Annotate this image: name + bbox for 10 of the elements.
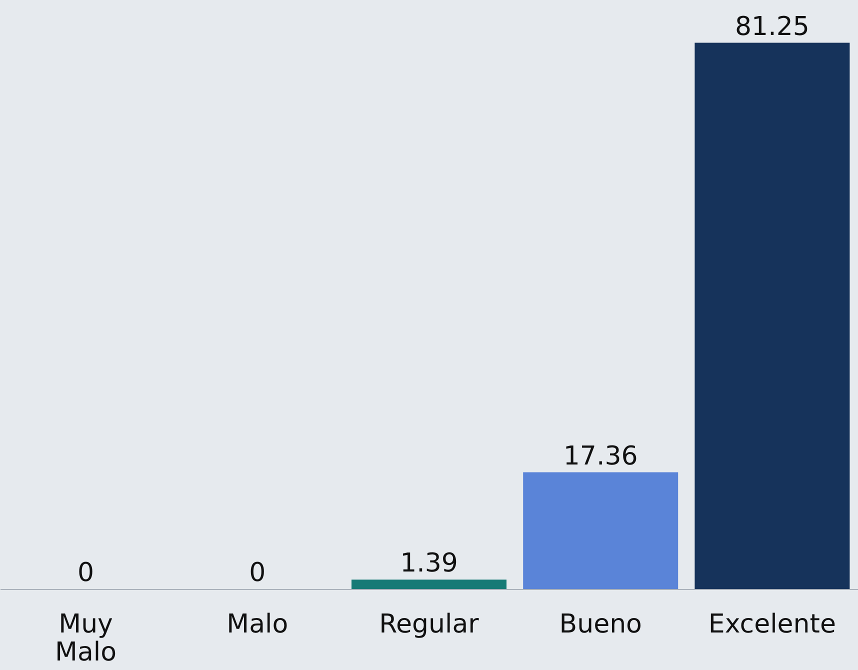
x-tick-label: Muy Malo (55, 610, 117, 668)
data-label: 0 (249, 558, 266, 588)
x-tick-label: Bueno (559, 610, 642, 640)
x-tick-label: Regular (379, 610, 480, 640)
data-label: 17.36 (563, 441, 638, 472)
data-label: 0 (78, 558, 94, 588)
x-tick-label: Excelente (708, 610, 836, 640)
data-label: 1.39 (400, 548, 458, 579)
data-label: 81.25 (734, 12, 810, 42)
x-tick-label: Malo (226, 610, 288, 640)
